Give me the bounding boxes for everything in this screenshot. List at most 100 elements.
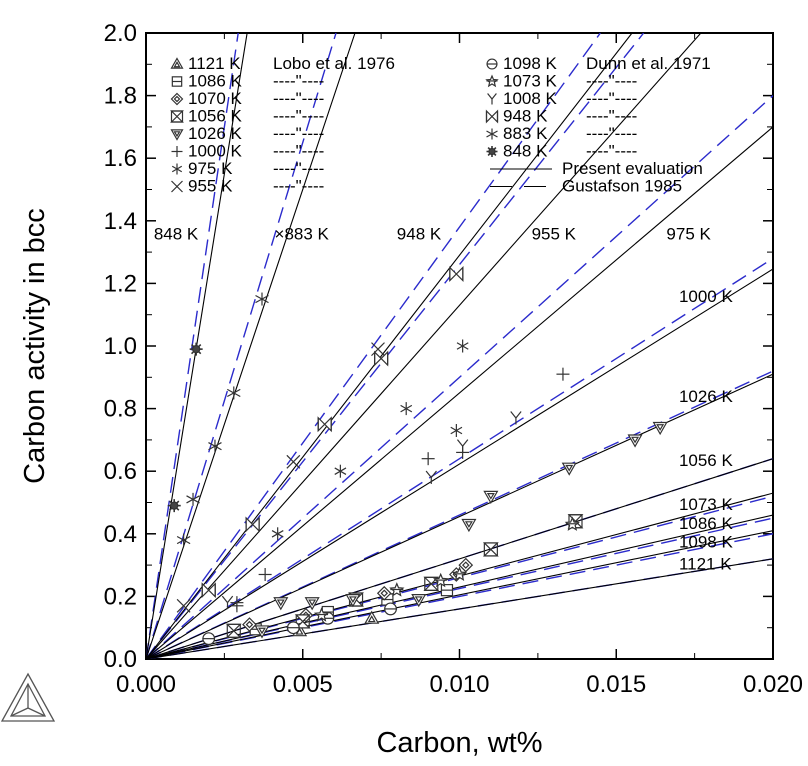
curve-label-1086K: 1086 K (679, 514, 734, 533)
marker-1070K-4 (458, 557, 474, 573)
legend-left-source-2: ----"---- (273, 89, 324, 108)
marker-1098K-3 (384, 602, 397, 616)
y-tick-label: 1.0 (104, 333, 137, 360)
marker-1000K-5 (556, 367, 570, 381)
marker-1026K-1 (273, 597, 289, 611)
gustafson-line-883K (146, 33, 337, 659)
marker-848K-0 (167, 499, 181, 513)
present-line-955K (146, 33, 702, 659)
y-tick-label: 0.8 (104, 396, 137, 423)
y-tick-label: 0.4 (104, 521, 137, 548)
curve-label-1056K: 1056 K (679, 451, 734, 470)
legend-right-marker-2 (487, 93, 497, 105)
present-line-883K (146, 33, 356, 659)
x-tick-label: 0.020 (743, 671, 803, 698)
marker-1008K-3 (510, 411, 522, 425)
marker-1073K-2 (433, 572, 449, 588)
marker-1070K-0 (242, 617, 257, 632)
gustafson-line-955K (146, 33, 645, 659)
marker-975K-1 (334, 464, 347, 478)
marker-948K-3 (374, 350, 389, 367)
x-tick-label: 0.010 (429, 671, 489, 698)
marker-1121K-1 (364, 610, 380, 624)
legend-right-source-1: ----"---- (586, 72, 637, 91)
legend-right-source-3: ----"---- (586, 107, 637, 126)
marker-975K-4 (456, 339, 469, 353)
marker-948K-2 (317, 416, 332, 433)
y-tick-label: 2.0 (104, 20, 137, 47)
legend-right-marker-4 (486, 128, 498, 140)
marker-948K-4 (449, 266, 464, 282)
marker-1098K-1 (286, 621, 300, 635)
marker-955K-0 (176, 598, 191, 613)
legend-line-label-1: Gustafson 1985 (562, 177, 682, 196)
y-axis-title: Carbon activity in bcc (19, 208, 51, 484)
legend-left-marker-6 (171, 163, 183, 175)
legend-left-source-1: ----"---- (273, 72, 324, 91)
marker-883K-0 (176, 533, 191, 547)
marker-1000K-2 (258, 567, 272, 581)
marker-1026K-2 (304, 597, 320, 611)
legend-left-marker-7 (171, 180, 183, 193)
marker-1070K-2 (376, 585, 392, 601)
y-tick-label: 0.2 (104, 583, 137, 610)
legend-left-marker-4 (170, 129, 184, 141)
legend-right-marker-0 (486, 58, 498, 70)
legend-left-temp-3: 1056 K (188, 107, 243, 126)
marker-1000K-3 (421, 452, 435, 466)
legend-left-temp-4: 1026 K (188, 124, 243, 143)
marker-1073K-3 (451, 566, 468, 582)
marker-1026K-5 (461, 518, 477, 533)
legend-right-marker-1 (485, 74, 499, 88)
marker-948K-1 (245, 516, 260, 533)
marker-1026K-8 (627, 434, 643, 448)
marker-1008K-2 (456, 439, 469, 453)
marker-1008K-0 (221, 595, 234, 610)
curve-label-848K: 848 K (154, 224, 199, 243)
legend-right-source-5: ----"---- (586, 142, 637, 161)
legend-left-source-6: ----"---- (273, 159, 324, 178)
curve-label-955K: 955 K (532, 224, 577, 243)
marker-1026K-3 (345, 594, 361, 608)
curve-label-1121K: 1121 K (679, 555, 732, 574)
logo-icon (0, 672, 56, 722)
marker-975K-0 (271, 527, 284, 541)
legend-right-source-2: ----"---- (586, 89, 637, 108)
thermo-calc-logo (0, 672, 56, 722)
legend-left-marker-5 (171, 146, 183, 157)
gustafson-line-948K (146, 33, 601, 659)
curve-label-975K: 975 K (666, 224, 711, 243)
present-line-1026K (146, 373, 773, 659)
marker-1026K-4 (411, 594, 427, 608)
curve-label-1026K: 1026 K (679, 387, 734, 406)
legend-right-temp-0: 1098 K (503, 54, 558, 73)
legend-left-temp-2: 1070 K (188, 89, 243, 108)
legend-left-source-0: Lobo et al. 1976 (273, 54, 395, 73)
marker-975K-2 (400, 402, 413, 416)
marker-1073K-1 (389, 582, 405, 597)
marker-948K-0 (201, 582, 216, 599)
present-line-1121K (146, 558, 773, 659)
legend: 1121 K Lobo et al. 1976 1086 K ----"---- 107… (170, 54, 711, 196)
y-tick-label: 1.2 (104, 270, 137, 297)
gustafson-line-975K (146, 95, 773, 659)
marker-1098K-0 (202, 632, 216, 646)
marker-883K-4 (255, 292, 269, 306)
marker-1056K-4 (482, 542, 499, 557)
marker-1056K-0 (225, 623, 242, 638)
marker-1086K-3 (440, 584, 454, 597)
marker-955K-2 (371, 342, 385, 357)
marker-883K-2 (208, 439, 222, 453)
marker-1073K-4 (564, 516, 581, 531)
legend-left-temp-1: 1086 K (188, 72, 243, 91)
legend-left-marker-1 (171, 76, 183, 87)
legend-right-temp-1: 1073 K (503, 72, 558, 91)
curve-label-948K: 948 K (397, 224, 442, 243)
legend-line-label-0: Present evaluation (562, 159, 703, 178)
x-axis-title: Carbon, wt% (376, 727, 542, 759)
legend-left-temp-6: 975 K (188, 159, 233, 178)
legend-left-source-3: ----"---- (273, 107, 324, 126)
present-line-948K (146, 33, 633, 659)
y-tick-label: 1.6 (104, 145, 137, 172)
gustafson-line-1000K (146, 257, 773, 659)
